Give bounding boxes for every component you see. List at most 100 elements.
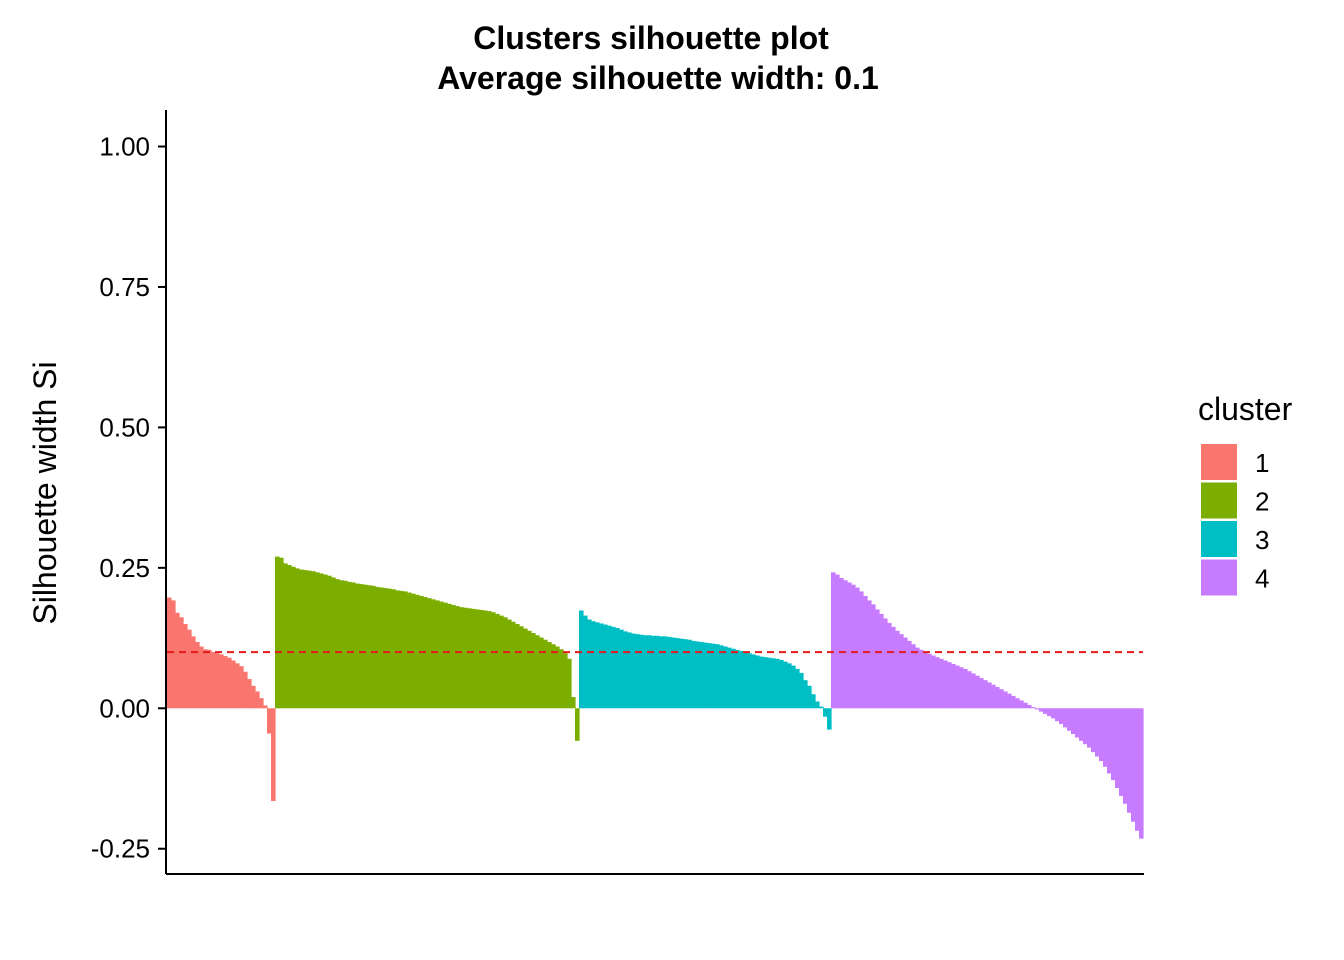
silhouette-bar-cluster-2-2 xyxy=(279,557,284,709)
silhouette-bar-cluster-4-12 xyxy=(875,609,880,709)
y-tick-label: 0.00 xyxy=(99,693,150,723)
cluster-2-bars xyxy=(275,556,580,741)
y-tick-label: 1.00 xyxy=(99,132,150,162)
legend-title: cluster xyxy=(1198,391,1293,427)
silhouette-bar-cluster-2-35 xyxy=(411,593,416,709)
silhouette-bar-cluster-3-59 xyxy=(811,694,816,709)
silhouette-bar-cluster-4-31 xyxy=(951,663,956,709)
silhouette-bar-cluster-4-19 xyxy=(903,637,908,709)
silhouette-bar-cluster-3-45 xyxy=(755,655,760,709)
silhouette-bar-cluster-2-42 xyxy=(439,601,444,709)
silhouette-bar-cluster-3-9 xyxy=(611,626,616,709)
silhouette-bar-cluster-2-30 xyxy=(391,589,396,709)
silhouette-bar-cluster-2-18 xyxy=(343,580,348,709)
silhouette-bar-cluster-2-63 xyxy=(523,628,528,709)
silhouette-bar-cluster-2-52 xyxy=(479,609,484,709)
silhouette-bar-cluster-3-61 xyxy=(819,706,824,709)
silhouette-bar-cluster-2-51 xyxy=(475,609,480,709)
silhouette-bar-cluster-3-27 xyxy=(683,639,688,709)
silhouette-bar-cluster-2-56 xyxy=(495,613,500,709)
silhouette-bar-cluster-4-13 xyxy=(879,613,884,709)
silhouette-bar-cluster-4-73 xyxy=(1119,708,1124,796)
silhouette-bar-cluster-3-10 xyxy=(615,627,620,709)
silhouette-bar-cluster-3-28 xyxy=(687,639,692,709)
silhouette-bar-cluster-2-62 xyxy=(519,626,524,709)
silhouette-bar-cluster-4-45 xyxy=(1007,693,1012,709)
silhouette-bar-cluster-4-70 xyxy=(1107,708,1112,774)
silhouette-bar-cluster-3-14 xyxy=(631,633,636,709)
y-ticks-group: -0.25 0.00 0.25 0.50 0.75 1.00 xyxy=(91,132,166,864)
silhouette-bar-cluster-4-23 xyxy=(919,649,924,709)
silhouette-bar-cluster-1-10 xyxy=(203,649,208,709)
silhouette-bar-cluster-2-33 xyxy=(403,591,408,709)
silhouette-bar-cluster-3-47 xyxy=(763,657,768,709)
silhouette-bar-cluster-4-64 xyxy=(1083,708,1088,745)
silhouette-bar-cluster-4-78 xyxy=(1139,708,1144,839)
silhouette-bar-cluster-4-2 xyxy=(835,574,840,709)
silhouette-bar-cluster-4-28 xyxy=(939,658,944,709)
silhouette-bar-cluster-3-3 xyxy=(587,619,592,709)
silhouette-bar-cluster-1-2 xyxy=(171,600,176,709)
legend-label-cluster-4: 4 xyxy=(1255,564,1269,594)
silhouette-bar-cluster-3-54 xyxy=(791,665,796,709)
silhouette-bar-cluster-3-53 xyxy=(787,663,792,709)
silhouette-bar-cluster-3-15 xyxy=(635,634,640,709)
silhouette-bar-cluster-2-44 xyxy=(447,603,452,709)
silhouette-bar-cluster-3-36 xyxy=(719,645,724,709)
legend-label-cluster-2: 2 xyxy=(1255,487,1269,517)
silhouette-bar-cluster-3-19 xyxy=(651,635,656,709)
silhouette-bar-cluster-3-29 xyxy=(691,640,696,709)
silhouette-bar-cluster-1-18 xyxy=(235,663,240,709)
silhouette-bar-cluster-3-34 xyxy=(711,643,716,709)
silhouette-bar-cluster-4-67 xyxy=(1095,708,1100,757)
silhouette-bar-cluster-4-4 xyxy=(843,580,848,709)
silhouette-bar-cluster-3-13 xyxy=(627,632,632,709)
silhouette-bar-cluster-4-48 xyxy=(1019,700,1024,709)
silhouette-bar-cluster-1-5 xyxy=(183,624,188,709)
y-axis-label: Silhouette width Si xyxy=(27,361,63,624)
cluster-4-bars xyxy=(831,572,1144,839)
silhouette-bar-cluster-2-13 xyxy=(323,574,328,709)
silhouette-bar-cluster-3-44 xyxy=(751,654,756,709)
silhouette-bar-cluster-1-27 xyxy=(271,708,276,801)
silhouette-bar-cluster-3-42 xyxy=(743,652,748,709)
silhouette-bar-cluster-1-21 xyxy=(247,679,252,709)
silhouette-bar-cluster-4-47 xyxy=(1015,698,1020,709)
silhouette-bar-cluster-2-74 xyxy=(567,658,572,709)
y-tick-label: 0.25 xyxy=(99,553,150,583)
silhouette-bar-cluster-1-25 xyxy=(263,705,268,709)
silhouette-bar-cluster-1-6 xyxy=(187,629,192,709)
silhouette-bar-cluster-4-63 xyxy=(1079,708,1084,741)
silhouette-bar-cluster-4-38 xyxy=(979,677,984,709)
silhouette-bar-cluster-4-75 xyxy=(1127,708,1132,813)
silhouette-bar-cluster-4-53 xyxy=(1039,708,1044,712)
silhouette-bar-cluster-2-6 xyxy=(295,568,300,709)
silhouette-bar-cluster-4-76 xyxy=(1131,708,1136,822)
silhouette-bar-cluster-2-39 xyxy=(427,598,432,709)
silhouette-bar-cluster-4-36 xyxy=(971,673,976,709)
silhouette-bar-cluster-3-24 xyxy=(671,637,676,709)
silhouette-bar-cluster-4-35 xyxy=(967,671,972,709)
cluster-3-bars xyxy=(579,610,832,730)
legend-swatch-cluster-1 xyxy=(1201,444,1237,480)
silhouette-bar-cluster-2-36 xyxy=(415,594,420,709)
silhouette-bar-cluster-4-30 xyxy=(947,662,952,709)
silhouette-bar-cluster-3-8 xyxy=(607,625,612,709)
silhouette-bar-cluster-4-20 xyxy=(907,640,912,709)
silhouette-bar-cluster-3-39 xyxy=(731,648,736,709)
silhouette-bar-cluster-2-71 xyxy=(555,646,560,709)
silhouette-bar-cluster-2-9 xyxy=(307,570,312,709)
silhouette-bar-cluster-2-34 xyxy=(407,592,412,709)
silhouette-bar-cluster-3-16 xyxy=(639,634,644,709)
legend-swatch-cluster-2 xyxy=(1201,482,1237,519)
silhouette-bar-cluster-2-54 xyxy=(487,611,492,709)
silhouette-bar-cluster-4-25 xyxy=(927,653,932,709)
silhouette-bar-cluster-4-1 xyxy=(831,572,836,709)
silhouette-bar-cluster-4-43 xyxy=(999,689,1004,709)
silhouette-bar-cluster-2-31 xyxy=(395,590,400,709)
silhouette-bar-cluster-3-22 xyxy=(663,636,668,709)
silhouette-bar-cluster-1-4 xyxy=(179,617,184,709)
y-tick-label: 0.75 xyxy=(99,272,150,302)
